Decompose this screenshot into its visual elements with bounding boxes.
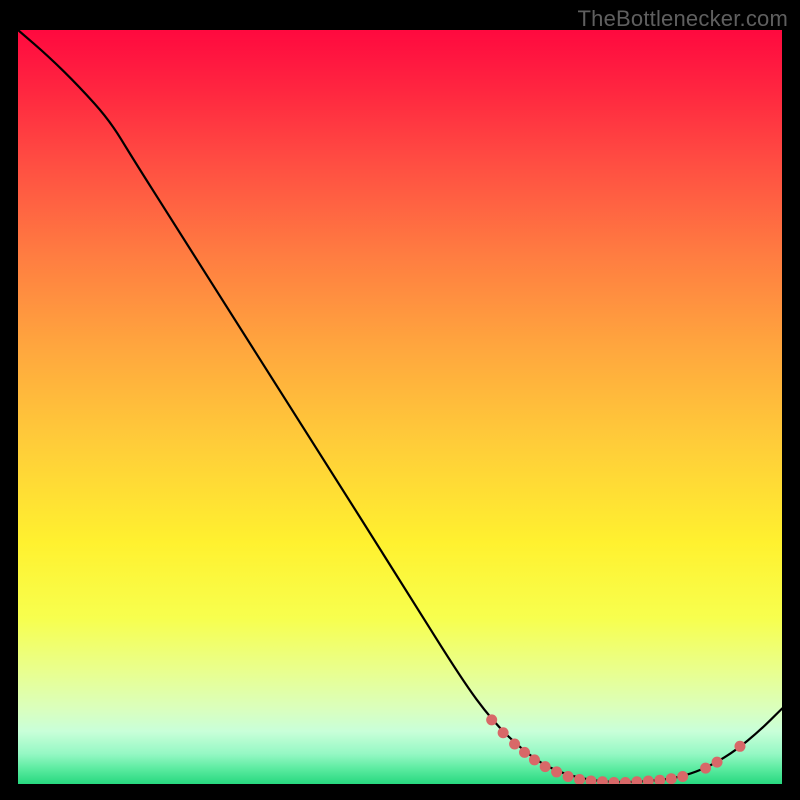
marker-point xyxy=(519,747,530,758)
marker-point xyxy=(712,757,723,768)
marker-point xyxy=(574,774,585,784)
bottleneck-curve-path xyxy=(18,30,782,782)
marker-point xyxy=(620,777,631,784)
watermark-text: TheBottlenecker.com xyxy=(578,6,788,32)
marker-point xyxy=(586,775,597,784)
marker-point xyxy=(666,773,677,784)
plot-area xyxy=(18,30,782,784)
marker-point xyxy=(597,776,608,784)
chart-svg xyxy=(18,30,782,784)
marker-point xyxy=(509,739,520,750)
marker-point xyxy=(551,766,562,777)
marker-point xyxy=(486,714,497,725)
marker-point xyxy=(529,754,540,765)
markers-group xyxy=(486,714,745,784)
marker-point xyxy=(608,777,619,784)
marker-point xyxy=(563,771,574,782)
marker-point xyxy=(631,776,642,784)
marker-point xyxy=(654,775,665,784)
marker-point xyxy=(734,741,745,752)
marker-point xyxy=(540,761,551,772)
marker-point xyxy=(677,771,688,782)
marker-point xyxy=(700,763,711,774)
marker-point xyxy=(498,727,509,738)
marker-point xyxy=(643,775,654,784)
